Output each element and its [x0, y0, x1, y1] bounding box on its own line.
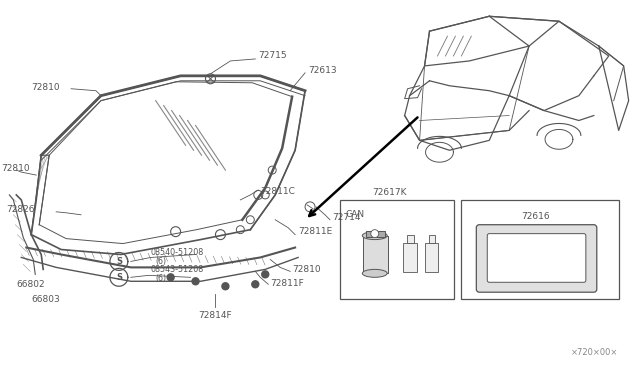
Bar — [406, 235, 413, 243]
Text: 72811F: 72811F — [270, 279, 304, 288]
Circle shape — [262, 271, 269, 278]
Text: 72811E: 72811E — [298, 227, 332, 236]
Text: 72613: 72613 — [308, 66, 337, 76]
Text: 72715: 72715 — [259, 51, 287, 61]
Text: S: S — [116, 257, 122, 266]
Text: 08540-51208: 08540-51208 — [151, 248, 204, 257]
Text: (6): (6) — [156, 257, 167, 266]
Circle shape — [192, 278, 199, 285]
Text: 66802: 66802 — [17, 280, 45, 289]
Text: (6): (6) — [156, 274, 167, 283]
Text: 72810: 72810 — [292, 265, 321, 274]
FancyBboxPatch shape — [476, 225, 596, 292]
Bar — [363, 235, 388, 273]
Text: 72826: 72826 — [6, 205, 35, 214]
Text: 72616: 72616 — [521, 212, 550, 221]
Text: 72814F: 72814F — [198, 311, 232, 320]
Text: 72811C: 72811C — [260, 187, 295, 196]
Bar — [429, 235, 435, 243]
Text: 72617K: 72617K — [372, 189, 407, 198]
Circle shape — [371, 230, 379, 238]
Text: 72810: 72810 — [31, 83, 60, 92]
Circle shape — [252, 281, 259, 288]
Bar — [424, 243, 438, 272]
Circle shape — [167, 274, 174, 281]
Ellipse shape — [362, 269, 387, 277]
Text: 72714: 72714 — [332, 213, 360, 222]
Text: CAN: CAN — [346, 210, 365, 219]
Bar — [403, 243, 417, 272]
Text: S: S — [116, 273, 122, 282]
Ellipse shape — [362, 232, 387, 240]
Bar — [461, 200, 619, 299]
Text: ×720×00×: ×720×00× — [572, 348, 619, 357]
Bar — [366, 231, 385, 237]
Bar — [340, 200, 454, 299]
Circle shape — [222, 283, 229, 290]
Text: 66803: 66803 — [31, 295, 60, 304]
FancyBboxPatch shape — [487, 234, 586, 282]
Text: 08543-51208: 08543-51208 — [151, 265, 204, 274]
Text: 72810: 72810 — [1, 164, 30, 173]
